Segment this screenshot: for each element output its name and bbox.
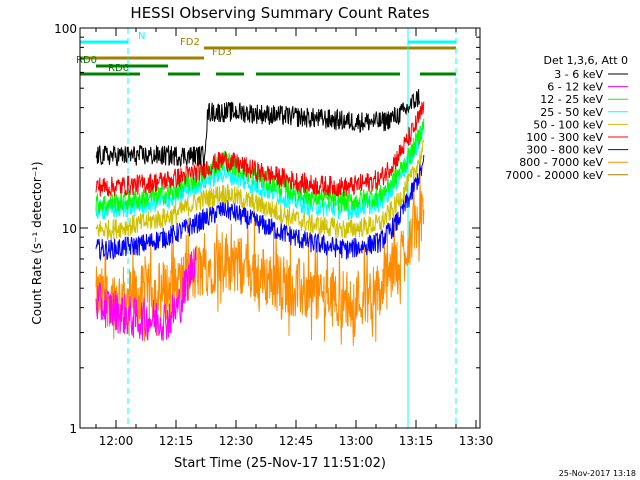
legend-label-5: 50 - 100 keV xyxy=(533,118,603,131)
flag-bars: N FD2 FD3 RD0 RD6 xyxy=(76,31,456,76)
series-lines xyxy=(95,89,425,346)
legend-label-3: 12 - 25 keV xyxy=(540,93,603,106)
axes: 12:00 12:15 12:30 12:45 13:00 13:15 13:30 1 10 10… xyxy=(54,22,493,448)
x-tick-label-2: 12:15 xyxy=(159,434,194,448)
y-tick-label-1: 1 xyxy=(69,422,77,436)
x-tick-label-1: 12:00 xyxy=(99,434,134,448)
legend-label-7: 300 - 800 keV xyxy=(526,144,603,157)
series-line-7 xyxy=(95,154,425,262)
y-tick-label-2: 10 xyxy=(62,222,77,236)
legend-label-2: 6 - 12 keV xyxy=(547,81,603,94)
timestamp: 25-Nov-2017 13:18 xyxy=(559,469,636,478)
x-tick-label-5: 13:00 xyxy=(339,434,374,448)
flag-label-rd6: RD6 xyxy=(108,63,129,74)
series-line-1 xyxy=(95,89,420,168)
legend-label-9: 7000 - 20000 keV xyxy=(505,169,603,182)
x-tick-label-7: 13:30 xyxy=(459,434,494,448)
flag-label-n: N xyxy=(138,31,145,42)
series-line-2 xyxy=(95,247,197,341)
x-tick-label-4: 12:45 xyxy=(279,434,314,448)
legend-label-6: 100 - 300 keV xyxy=(526,131,603,144)
series-line-3 xyxy=(95,118,425,214)
series-line-6 xyxy=(95,101,425,197)
legend-label-4: 25 - 50 keV xyxy=(540,106,603,119)
x-tick-label-6: 13:15 xyxy=(399,434,434,448)
legend-label-1: 3 - 6 keV xyxy=(554,68,603,81)
series-line-5 xyxy=(95,139,425,241)
series-line-4 xyxy=(95,123,425,221)
x-axis-label: Start Time (25-Nov-17 11:51:02) xyxy=(174,456,386,471)
legend-title: Det 1,3,6, Att 0 xyxy=(544,54,628,67)
x-tick-label-3: 12:30 xyxy=(219,434,254,448)
y-tick-label-3: 100 xyxy=(54,22,77,36)
chart-title: HESSI Observing Summary Count Rates xyxy=(130,4,429,22)
y-axis-label: Count Rate (s⁻¹ detector⁻¹) xyxy=(30,161,44,324)
flag-label-rd0: RD0 xyxy=(76,55,97,66)
flag-label-fd2: FD2 xyxy=(180,37,200,48)
flag-label-fd3: FD3 xyxy=(212,47,232,58)
legend-label-8: 800 - 7000 keV xyxy=(519,156,603,169)
